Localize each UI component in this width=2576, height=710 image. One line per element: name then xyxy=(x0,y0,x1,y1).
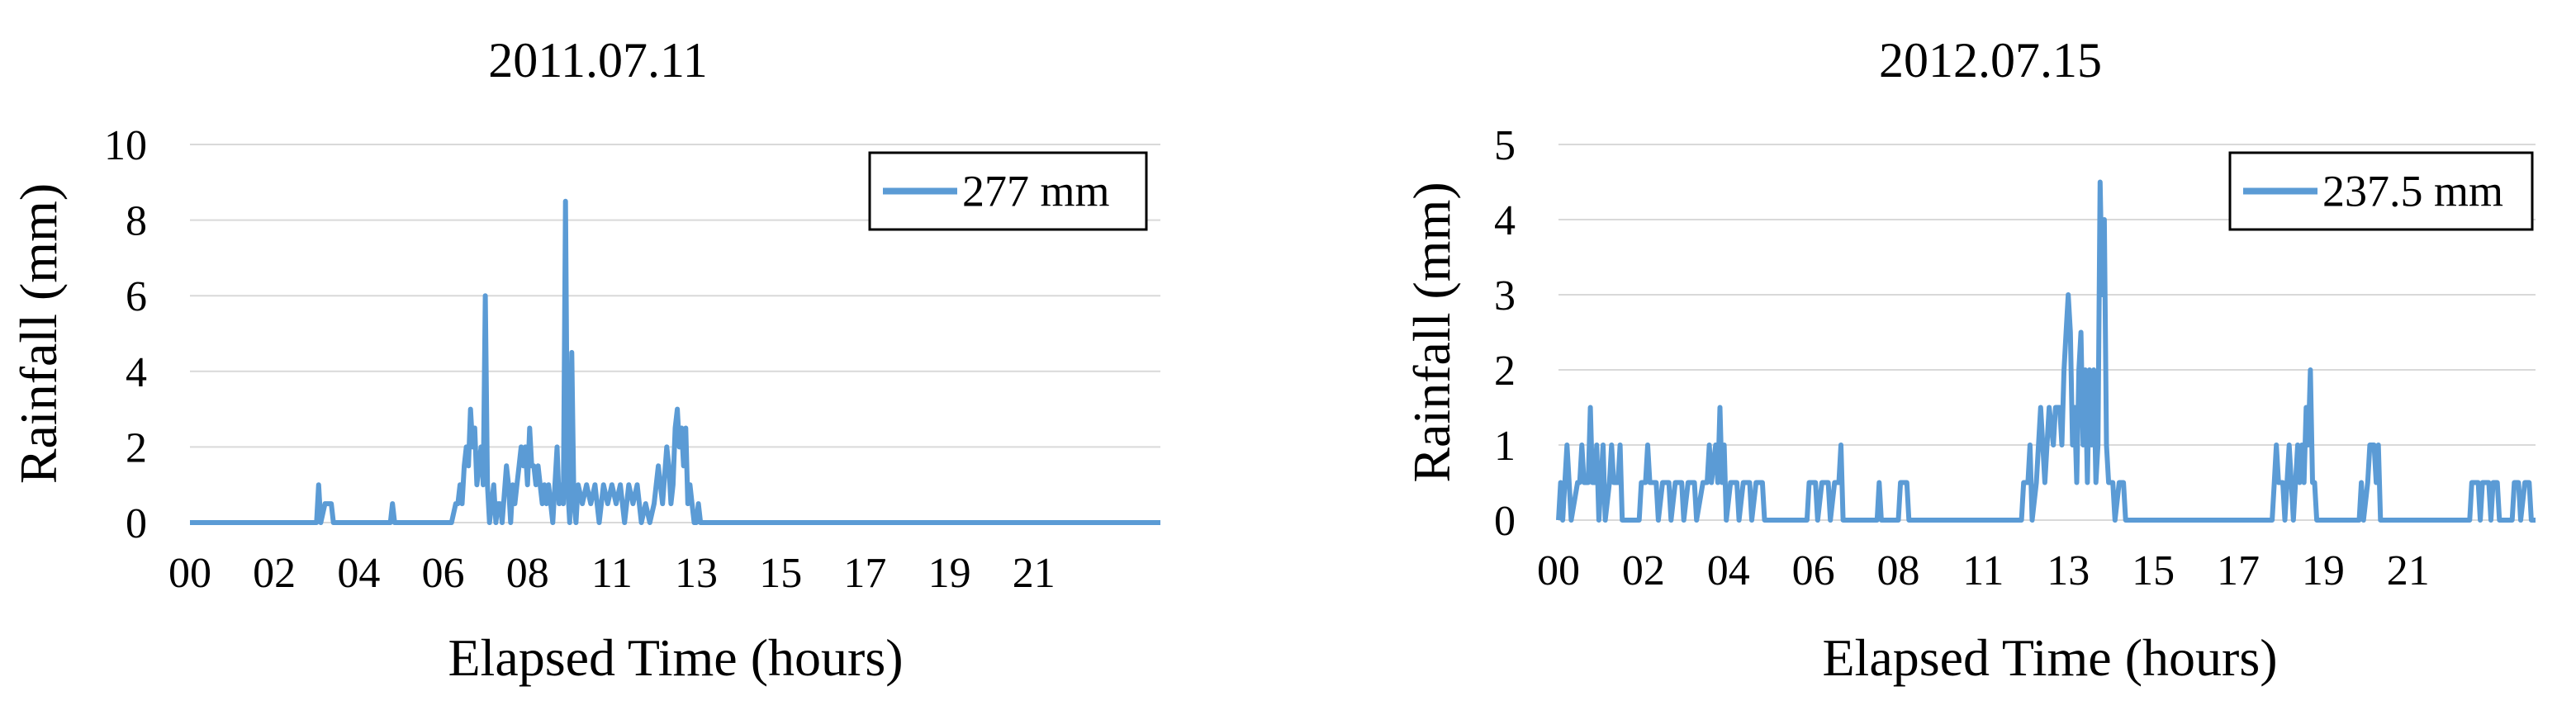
series-line xyxy=(1556,179,2536,523)
x-tick-label: 13 xyxy=(675,550,718,597)
y-tick-label: 2 xyxy=(1494,348,1516,395)
x-tick-label: 19 xyxy=(2302,547,2345,594)
series-line xyxy=(190,198,1160,525)
y-tick-label: 1 xyxy=(1494,423,1516,470)
x-tick-label: 04 xyxy=(1707,547,1750,594)
x-axis-label: Elapsed Time (hours) xyxy=(448,628,903,687)
y-tick-label: 4 xyxy=(126,349,147,396)
x-tick-label: 17 xyxy=(843,550,886,597)
x-tick-label: 11 xyxy=(1962,547,2004,594)
chart-2: 2012.07.15 0 1 2 3 4 5 00 02 04 06 08 11 13 15 17 19 21 El… xyxy=(1402,33,2536,687)
y-tick-label: 4 xyxy=(1494,197,1516,244)
y-tick-label: 0 xyxy=(1494,498,1516,545)
x-tick-label: 00 xyxy=(1537,547,1580,594)
x-tick-label: 13 xyxy=(2047,547,2090,594)
y-tick-label: 6 xyxy=(126,273,147,320)
x-tick-label: 15 xyxy=(759,550,802,597)
x-axis-label: Elapsed Time (hours) xyxy=(1822,628,2277,687)
x-tick-label: 17 xyxy=(2217,547,2260,594)
chart-title: 2012.07.15 xyxy=(1879,33,2102,88)
x-tick-label: 04 xyxy=(337,550,380,597)
x-tick-label: 15 xyxy=(2132,547,2175,594)
y-axis-label: Rainfall (mm) xyxy=(9,183,68,484)
chart-title: 2011.07.11 xyxy=(488,33,708,88)
y-axis-label: Rainfall (mm) xyxy=(1402,182,1461,482)
x-tick-label: 08 xyxy=(1876,547,1919,594)
y-tick-label: 0 xyxy=(126,500,147,547)
x-tick-label: 06 xyxy=(1792,547,1835,594)
y-tick-label: 2 xyxy=(126,424,147,471)
x-tick-label: 21 xyxy=(2387,547,2430,594)
legend-label: 277 mm xyxy=(962,167,1110,216)
x-tick-label: 06 xyxy=(422,550,465,597)
x-tick-label: 02 xyxy=(1622,547,1665,594)
y-tick-label: 8 xyxy=(126,198,147,245)
x-tick-label: 08 xyxy=(506,550,549,597)
legend-label: 237.5 mm xyxy=(2322,167,2503,216)
y-tick-label: 10 xyxy=(104,122,147,169)
x-tick-label: 02 xyxy=(253,550,296,597)
y-tick-label: 3 xyxy=(1494,272,1516,320)
x-tick-label: 19 xyxy=(928,550,971,597)
legend: 277 mm xyxy=(868,151,1148,231)
x-tick-label: 00 xyxy=(168,550,211,597)
x-tick-label: 21 xyxy=(1013,550,1056,597)
x-tick-label: 11 xyxy=(591,550,633,597)
legend: 237.5 mm xyxy=(2228,151,2534,231)
y-tick-label: 5 xyxy=(1494,122,1516,169)
